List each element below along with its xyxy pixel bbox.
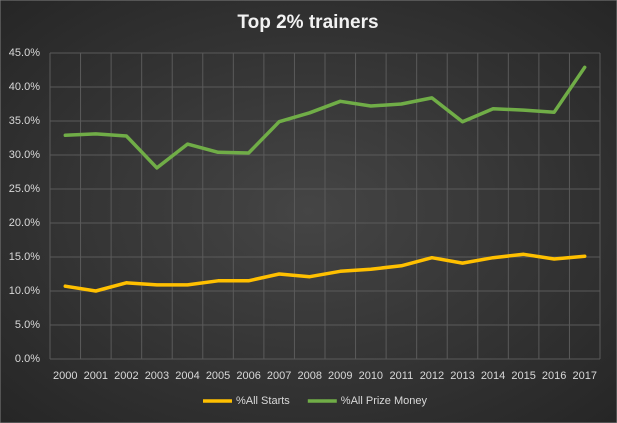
x-tick-label: 2016 — [542, 370, 566, 382]
x-tick-label: 2015 — [511, 370, 535, 382]
y-tick-label: 20.0% — [9, 217, 40, 229]
x-tick-label: 2011 — [390, 370, 414, 382]
y-tick-label: 40.0% — [9, 81, 40, 93]
x-tick-label: 2003 — [145, 370, 169, 382]
x-tick-label: 2006 — [236, 370, 260, 382]
series-line — [63, 65, 587, 170]
x-tick-label: 2000 — [53, 370, 77, 382]
y-tick-label: 25.0% — [9, 183, 40, 195]
x-tick-label: 2012 — [420, 370, 444, 382]
chart-title: Top 2% trainers — [237, 12, 378, 33]
x-tick-label: 2007 — [267, 370, 291, 382]
x-tick-label: 2014 — [481, 370, 505, 382]
legend-label: %All Starts — [236, 395, 290, 407]
y-tick-label: 15.0% — [9, 251, 40, 263]
y-tick-label: 5.0% — [15, 319, 40, 331]
x-tick-label: 2005 — [206, 370, 230, 382]
x-tick-label: 2017 — [572, 370, 596, 382]
x-tick-label: 2010 — [359, 370, 383, 382]
x-tick-label: 2004 — [175, 370, 199, 382]
y-tick-label: 45.0% — [9, 47, 40, 59]
x-tick-label: 2002 — [114, 370, 138, 382]
x-tick-label: 2001 — [84, 370, 108, 382]
x-tick-label: 2013 — [450, 370, 474, 382]
y-tick-label: 35.0% — [9, 115, 40, 127]
y-tick-label: 0.0% — [15, 353, 40, 365]
y-tick-label: 30.0% — [9, 149, 40, 161]
series-line — [63, 252, 587, 293]
y-tick-label: 10.0% — [9, 285, 40, 297]
legend-label: %All Prize Money — [341, 395, 428, 407]
x-tick-label: 2008 — [297, 370, 321, 382]
plot — [63, 65, 587, 293]
x-tick-label: 2009 — [328, 370, 352, 382]
